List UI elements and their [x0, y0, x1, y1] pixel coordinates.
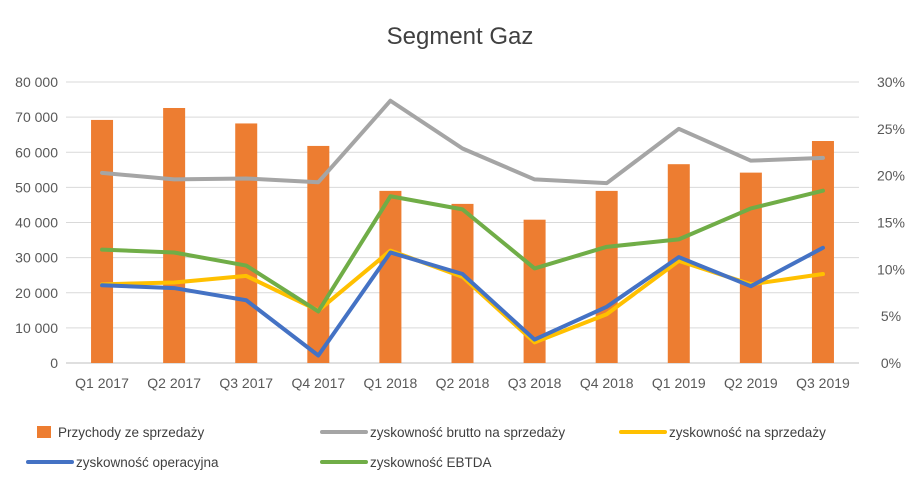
x-tick-label: Q3 2017	[219, 375, 273, 391]
legend-label: zyskowność EBTDA	[370, 455, 492, 470]
bar	[91, 119, 114, 363]
bar	[595, 190, 618, 363]
left-tick-label: 50 000	[15, 179, 58, 195]
bar	[307, 145, 330, 363]
x-tick-label: Q1 2017	[75, 375, 129, 391]
bar	[451, 203, 474, 363]
legend-label: zyskowność operacyjna	[76, 455, 219, 470]
x-tick-label: Q1 2018	[364, 375, 418, 391]
x-axis-ticks: Q1 2017 Q2 2017 Q3 2017 Q4 2017 Q1 2018 Q2 20…	[75, 375, 850, 391]
x-tick-label: Q3 2019	[796, 375, 850, 391]
left-tick-label: 80 000	[15, 74, 58, 90]
x-tick-label: Q2 2018	[436, 375, 490, 391]
bar	[523, 219, 546, 363]
right-axis-ticks: 0% 5% 10% 15% 20% 25% 30%	[877, 74, 905, 371]
bar	[739, 172, 762, 363]
left-tick-label: 10 000	[15, 320, 58, 336]
x-tick-label: Q2 2017	[147, 375, 201, 391]
right-tick-label: 15%	[877, 215, 905, 231]
left-tick-label: 40 000	[15, 215, 58, 231]
x-tick-label: Q3 2018	[508, 375, 562, 391]
series-line	[100, 188, 825, 314]
right-tick-label: 30%	[877, 74, 905, 90]
bar	[811, 141, 834, 363]
left-tick-label: 70 000	[15, 109, 58, 125]
bar	[667, 164, 690, 363]
left-tick-label: 20 000	[15, 285, 58, 301]
x-tick-label: Q2 2019	[724, 375, 778, 391]
x-tick-label: Q4 2017	[291, 375, 345, 391]
right-tick-label: 10%	[877, 261, 905, 277]
left-axis-ticks: 0 10 000 20 000 30 000 40 000 50 000 60 000 70 …	[15, 74, 58, 371]
left-tick-label: 30 000	[15, 250, 58, 266]
series-line	[100, 98, 825, 186]
left-tick-label: 60 000	[15, 144, 58, 160]
series-line	[100, 245, 825, 358]
legend-swatch	[37, 426, 51, 438]
x-tick-label: Q4 2018	[580, 375, 634, 391]
legend-label: zyskowność na sprzedaży	[669, 425, 826, 440]
legend-label: Przychody ze sprzedaży	[58, 425, 205, 440]
chart-title: Segment Gaz	[387, 23, 534, 50]
bar	[235, 123, 258, 363]
right-tick-label: 25%	[877, 121, 905, 137]
right-tick-label: 0%	[881, 355, 901, 371]
legend-label: zyskowność brutto na sprzedaży	[370, 425, 565, 440]
bar	[379, 190, 402, 363]
line-series	[100, 98, 825, 358]
right-tick-label: 20%	[877, 168, 905, 184]
x-tick-label: Q1 2019	[652, 375, 706, 391]
right-tick-label: 5%	[881, 308, 901, 324]
legend: Przychody ze sprzedaży zyskowność brutto …	[26, 425, 826, 470]
left-tick-label: 0	[50, 355, 58, 371]
bar	[163, 107, 186, 364]
